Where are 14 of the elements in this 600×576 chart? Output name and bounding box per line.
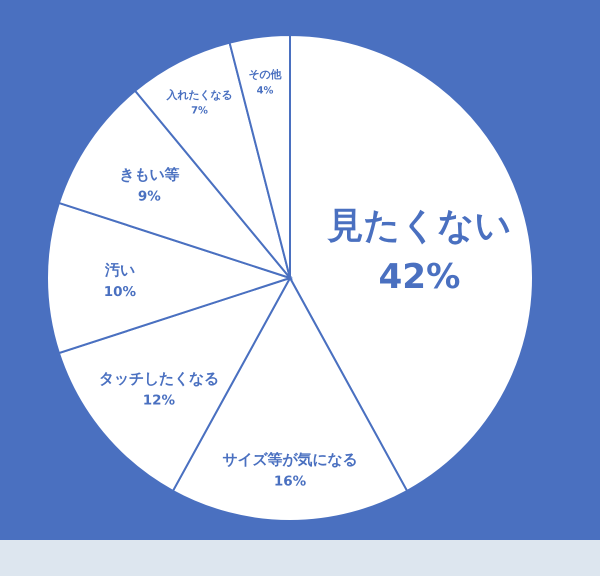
slice-label: 見たくない [326, 206, 512, 247]
data-label: 42% [378, 256, 460, 297]
slice-label: タッチしたくなる [98, 369, 219, 388]
data-label: 12% [142, 392, 176, 408]
data-label: 16% [274, 474, 307, 490]
data-label: 10% [104, 284, 137, 300]
slice-label: 汚い [104, 261, 135, 279]
slice-label: その他 [248, 68, 283, 82]
slice-label: 入れたくなる [166, 88, 233, 102]
data-label: 4% [256, 86, 274, 97]
data-label: 9% [138, 188, 162, 204]
slice-label: きもい等 [119, 165, 180, 184]
slice-label: サイズ等が気になる [222, 450, 358, 469]
data-label: 7% [191, 106, 208, 117]
